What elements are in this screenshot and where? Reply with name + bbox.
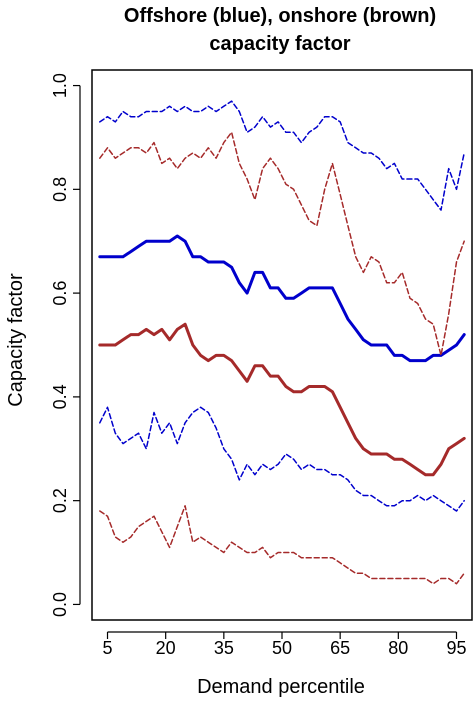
chart-subtitle: capacity factor: [209, 33, 350, 55]
y-tick-label: 1.0: [50, 73, 70, 98]
series-line-1: [98, 234, 466, 363]
chart-title: Offshore (blue), onshore (brown): [124, 5, 436, 27]
y-axis-label: Capacity factor: [5, 273, 27, 407]
y-tick-label: 0.4: [50, 384, 70, 409]
x-tick-label: 95: [446, 638, 466, 658]
series-line-2: [98, 322, 466, 477]
x-tick-label: 5: [103, 638, 113, 658]
series-line-4: [99, 131, 465, 357]
series-line-5: [99, 406, 465, 512]
x-tick-label: 50: [272, 638, 292, 658]
y-tick-label: 0.0: [50, 592, 70, 617]
x-tick-label: 80: [388, 638, 408, 658]
x-axis-label: Demand percentile: [197, 676, 365, 698]
series-layer: [98, 100, 466, 585]
y-tick-label: 0.6: [50, 281, 70, 306]
series-line-3: [99, 100, 465, 211]
y-axis: 0.0 0.2 0.4 0.6 0.8 1.0: [50, 73, 81, 617]
x-tick-label: 35: [214, 638, 234, 658]
y-tick-label: 0.2: [50, 488, 70, 513]
x-axis: 5 20 35 50 65 80 95: [103, 631, 467, 658]
x-tick-label: 20: [156, 638, 176, 658]
y-tick-label: 0.8: [50, 177, 70, 202]
x-tick-label: 65: [330, 638, 350, 658]
plot-frame: [91, 69, 473, 621]
series-line-6: [99, 505, 465, 585]
